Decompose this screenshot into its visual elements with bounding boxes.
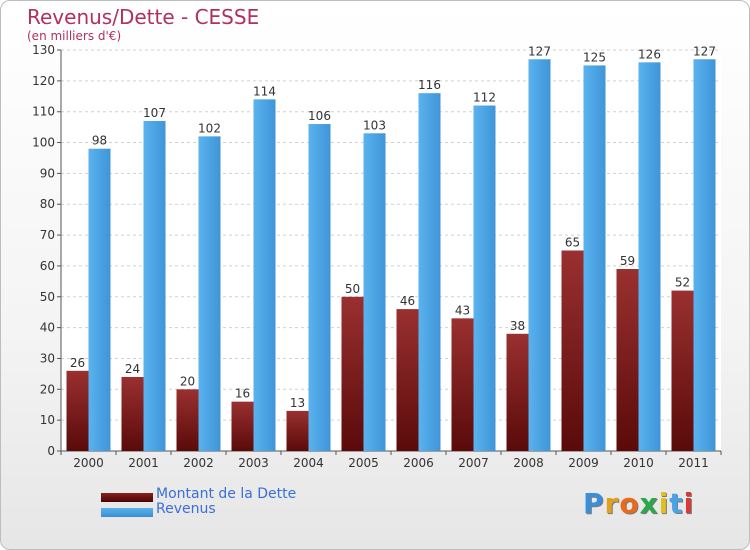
- x-tick-label: 2011: [678, 456, 709, 470]
- data-label-revenus: 126: [638, 47, 661, 61]
- data-label-revenus: 102: [198, 121, 221, 135]
- bar-dette: [286, 410, 309, 451]
- logo-letter: o: [619, 487, 640, 520]
- data-label-revenus: 127: [528, 44, 551, 58]
- x-tick-label: 2002: [183, 456, 214, 470]
- data-label-revenus: 107: [143, 106, 166, 120]
- data-label-revenus: 103: [363, 118, 386, 132]
- logo-letter: i: [658, 487, 670, 520]
- logo-letter: x: [639, 487, 659, 520]
- y-tick-label: 70: [40, 228, 55, 242]
- x-tick-label: 2006: [403, 456, 434, 470]
- y-tick-label: 10: [40, 413, 55, 427]
- bar-dette: [561, 250, 584, 451]
- logo-letter: r: [604, 487, 620, 520]
- bar-dette: [671, 290, 694, 451]
- data-label-dette: 13: [290, 396, 305, 410]
- y-tick-label: 50: [40, 290, 55, 304]
- bar-revenus: [88, 148, 111, 451]
- bar-revenus: [693, 59, 716, 451]
- data-label-dette: 16: [235, 387, 250, 401]
- x-tick-label: 2004: [293, 456, 324, 470]
- bar-dette: [341, 296, 364, 451]
- data-label-revenus: 116: [418, 78, 441, 92]
- y-tick-label: 30: [40, 351, 55, 365]
- data-label-dette: 20: [180, 374, 195, 388]
- data-label-dette: 43: [455, 303, 470, 317]
- data-label-revenus: 114: [253, 84, 276, 98]
- x-tick-label: 2008: [513, 456, 544, 470]
- bar-dette: [396, 309, 419, 451]
- y-tick-label: 100: [32, 136, 55, 150]
- bar-revenus: [528, 59, 551, 451]
- data-label-revenus: 106: [308, 109, 331, 123]
- logo-letter: i: [683, 487, 695, 520]
- bar-dette: [231, 401, 254, 451]
- plot-area: [61, 50, 721, 451]
- logo-letter: t: [669, 487, 684, 520]
- data-label-revenus: 127: [693, 44, 716, 58]
- legend-label-revenus: Revenus: [156, 501, 216, 517]
- data-label-dette: 59: [620, 254, 635, 268]
- data-label-dette: 24: [125, 362, 140, 376]
- x-tick-label: 2005: [348, 456, 379, 470]
- chart-title: Revenus/Dette - CESSE: [27, 5, 260, 29]
- y-tick-label: 40: [40, 321, 55, 335]
- y-tick-label: 20: [40, 382, 55, 396]
- bar-dette: [176, 389, 199, 451]
- bar-dette: [506, 333, 529, 451]
- data-label-dette: 46: [400, 294, 415, 308]
- bar-dette: [121, 376, 144, 451]
- x-tick-label: 2009: [568, 456, 599, 470]
- bar-revenus: [253, 99, 276, 451]
- legend-label-dette: Montant de la Dette: [156, 486, 297, 502]
- bar-revenus: [308, 124, 331, 452]
- bar-revenus: [583, 65, 606, 451]
- bar-dette: [616, 269, 639, 451]
- data-label-dette: 26: [70, 356, 85, 370]
- x-tick-label: 2010: [623, 456, 654, 470]
- y-tick-label: 130: [32, 43, 55, 57]
- data-label-revenus: 98: [92, 134, 107, 148]
- legend-swatch-dette: [101, 493, 153, 502]
- y-tick-label: 90: [40, 166, 55, 180]
- bar-dette: [451, 318, 474, 451]
- proxiti-logo: Proxiti: [583, 487, 694, 520]
- data-label-revenus: 125: [583, 50, 606, 64]
- legend-swatch-revenus: [101, 508, 153, 517]
- x-tick-label: 2000: [73, 456, 104, 470]
- y-tick-label: 60: [40, 259, 55, 273]
- bar-revenus: [363, 133, 386, 452]
- x-tick-label: 2007: [458, 456, 489, 470]
- bar-dette: [66, 370, 89, 451]
- bar-revenus: [198, 136, 221, 451]
- x-tick-label: 2001: [128, 456, 159, 470]
- data-label-dette: 65: [565, 236, 580, 250]
- x-tick-label: 2003: [238, 456, 269, 470]
- bar-revenus: [418, 93, 441, 451]
- data-label-dette: 50: [345, 282, 360, 296]
- data-label-dette: 52: [675, 276, 690, 290]
- y-tick-label: 80: [40, 197, 55, 211]
- y-tick-label: 120: [32, 74, 55, 88]
- chart-subtitle: (en milliers d'€): [27, 29, 122, 43]
- data-label-dette: 38: [510, 319, 525, 333]
- bar-revenus: [143, 120, 166, 451]
- y-tick-label: 0: [47, 444, 55, 458]
- bar-revenus: [473, 105, 496, 452]
- bar-revenus: [638, 62, 661, 451]
- logo-letter: P: [583, 487, 605, 520]
- data-label-revenus: 112: [473, 91, 496, 105]
- y-tick-label: 110: [32, 105, 55, 119]
